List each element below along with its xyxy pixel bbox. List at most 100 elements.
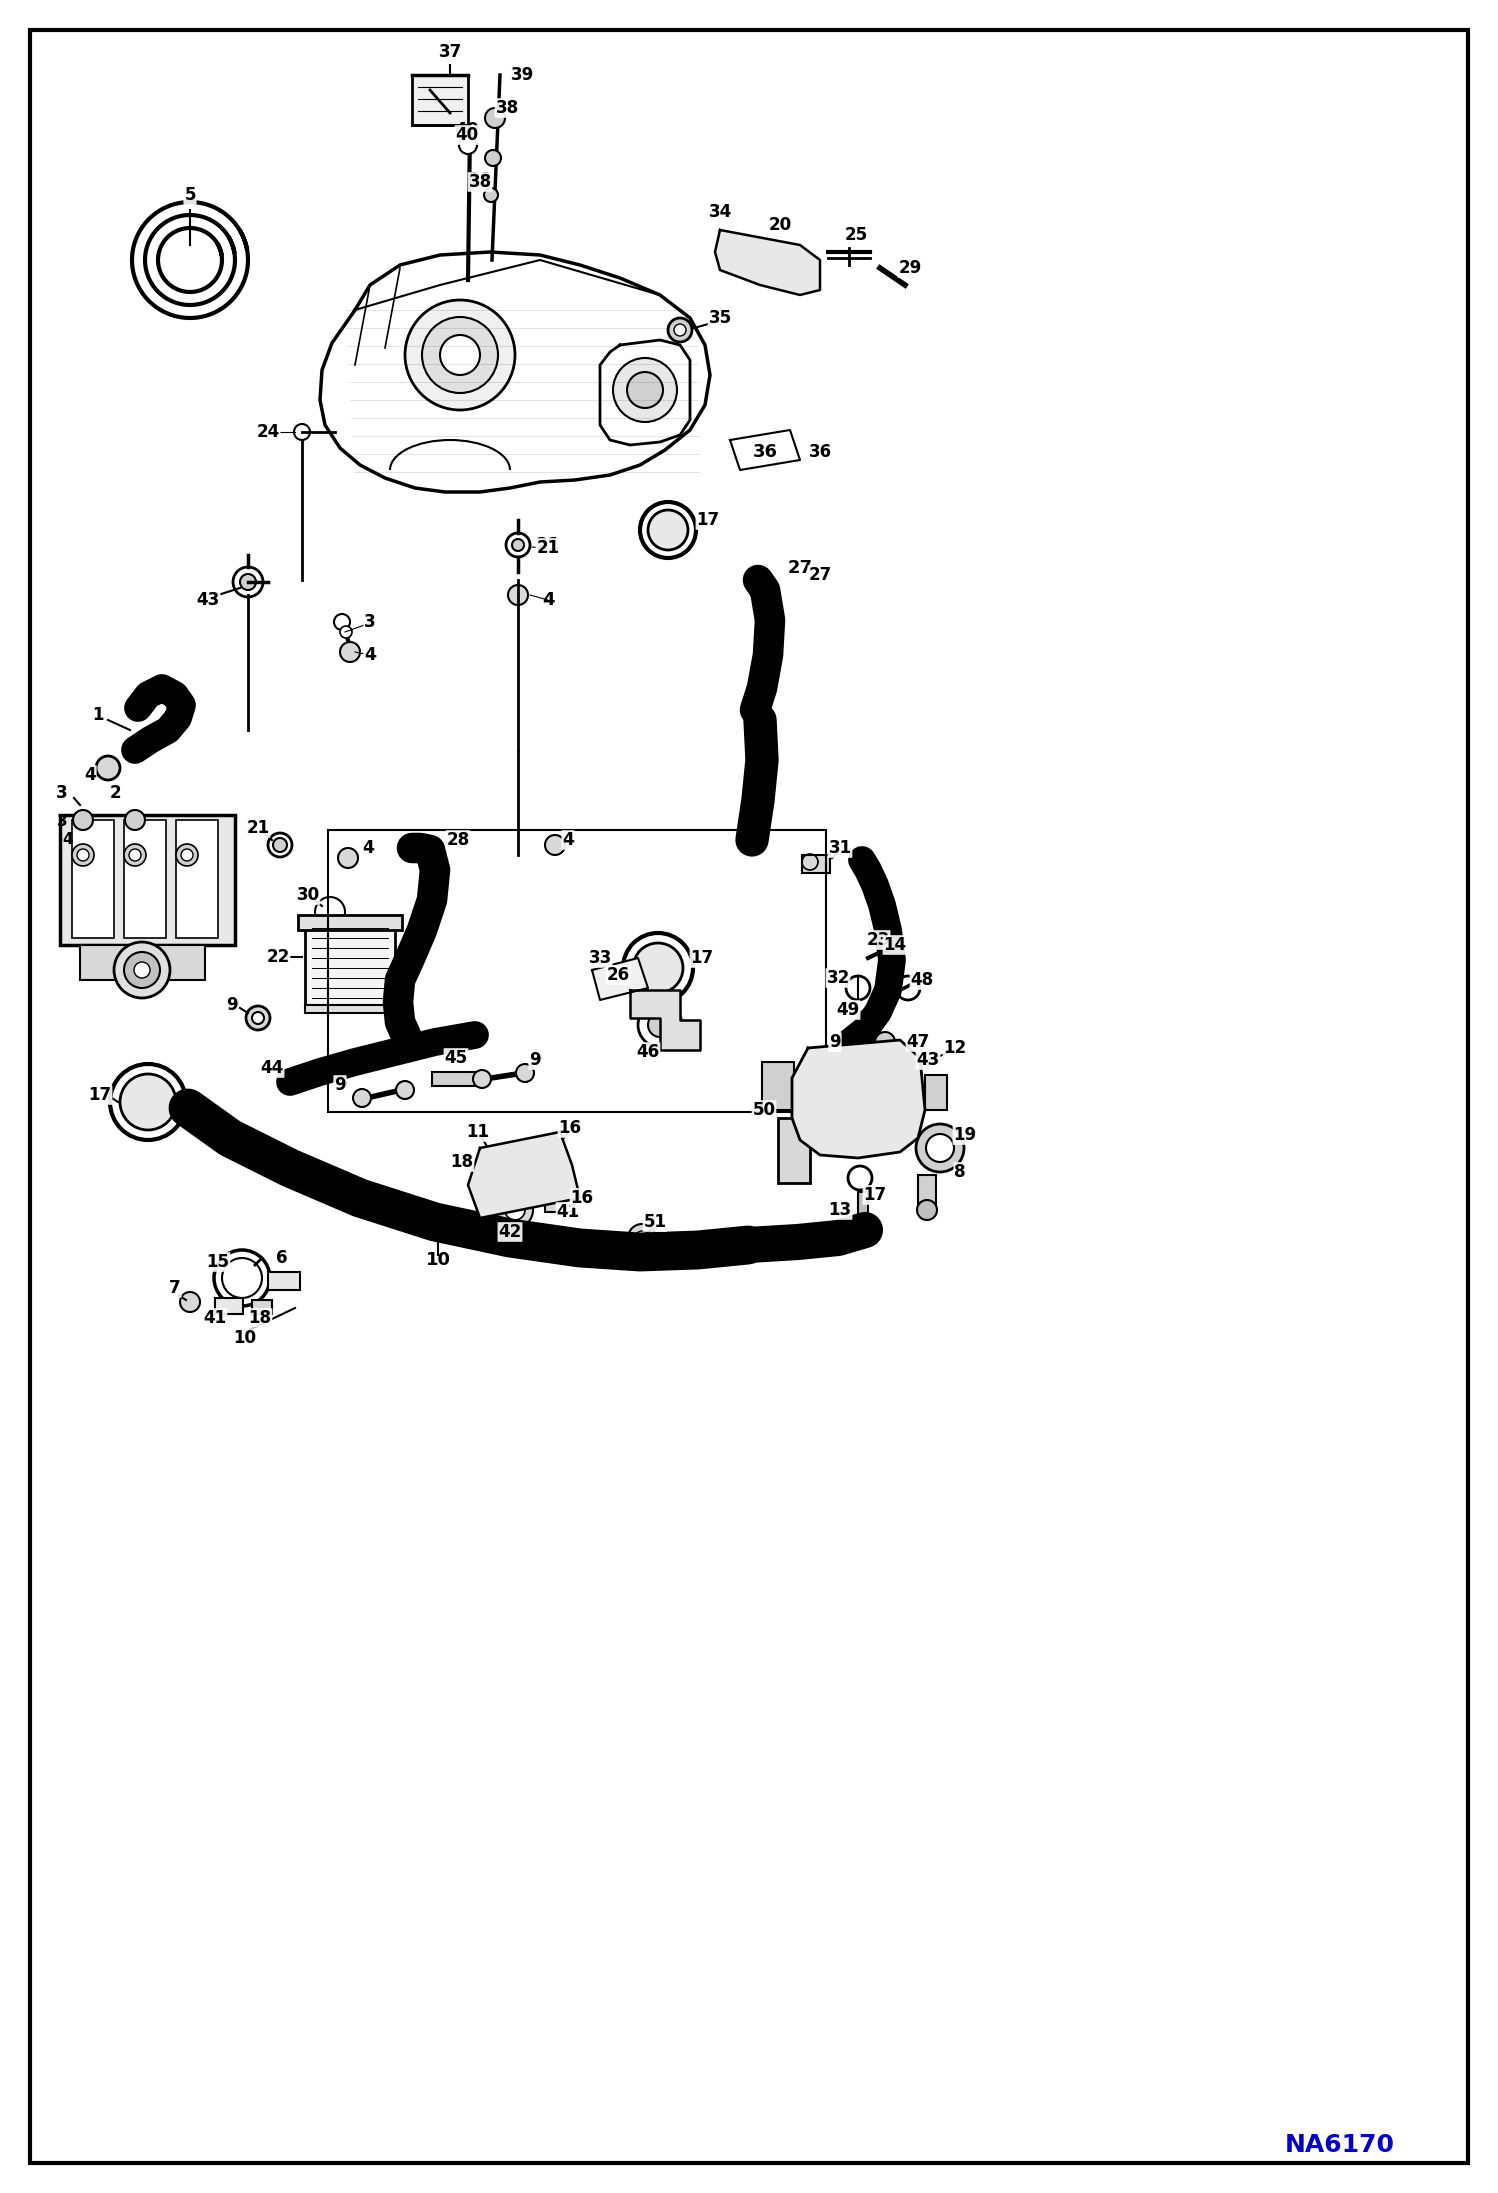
Bar <box>175 820 219 939</box>
Text: 9: 9 <box>226 996 238 1013</box>
Text: 43: 43 <box>917 1050 939 1068</box>
Text: 4: 4 <box>363 840 374 857</box>
Circle shape <box>875 1033 894 1053</box>
Text: 31: 31 <box>827 840 852 857</box>
Circle shape <box>175 844 198 866</box>
Text: 5: 5 <box>184 186 196 204</box>
Text: 3: 3 <box>55 785 69 803</box>
Text: 5: 5 <box>184 186 196 204</box>
Circle shape <box>73 809 93 829</box>
Text: 11: 11 <box>466 1123 490 1140</box>
Text: 38: 38 <box>467 171 493 189</box>
Bar <box>306 1004 395 1013</box>
Circle shape <box>515 1064 533 1081</box>
Polygon shape <box>321 252 710 491</box>
Circle shape <box>72 844 94 866</box>
Text: 14: 14 <box>884 936 906 954</box>
Text: 18: 18 <box>449 1154 475 1171</box>
Circle shape <box>917 1200 938 1219</box>
Circle shape <box>133 963 150 978</box>
Text: 41: 41 <box>204 1309 226 1327</box>
Text: 1: 1 <box>93 706 103 724</box>
Circle shape <box>473 1070 491 1088</box>
Text: 37: 37 <box>437 44 463 61</box>
Text: 31: 31 <box>828 840 851 857</box>
Circle shape <box>635 1230 649 1246</box>
Text: 21: 21 <box>247 818 270 838</box>
Circle shape <box>532 1147 548 1162</box>
Text: 9: 9 <box>529 1050 541 1068</box>
Text: 20: 20 <box>767 215 792 235</box>
Text: 25: 25 <box>843 226 869 243</box>
Circle shape <box>395 1081 413 1099</box>
Circle shape <box>753 254 770 270</box>
Text: 22: 22 <box>267 947 289 965</box>
Text: 4: 4 <box>84 765 96 785</box>
Text: 46: 46 <box>635 1044 661 1061</box>
Circle shape <box>485 107 505 127</box>
Text: 4: 4 <box>364 647 376 664</box>
Circle shape <box>733 250 748 265</box>
Bar <box>124 820 166 939</box>
Text: 50: 50 <box>752 1101 776 1118</box>
Text: 15: 15 <box>207 1252 229 1272</box>
Circle shape <box>638 1002 682 1046</box>
Bar <box>60 816 235 945</box>
Circle shape <box>500 1149 515 1167</box>
Text: 4: 4 <box>562 831 574 849</box>
Text: 51: 51 <box>644 1213 667 1230</box>
Text: 19: 19 <box>953 1125 977 1145</box>
Text: 41: 41 <box>556 1204 581 1222</box>
Circle shape <box>497 1193 533 1228</box>
Polygon shape <box>592 958 649 1000</box>
Circle shape <box>340 625 352 638</box>
Text: 18: 18 <box>451 1154 473 1171</box>
Circle shape <box>852 1048 864 1061</box>
Circle shape <box>129 849 141 862</box>
Text: 9: 9 <box>334 1077 346 1094</box>
Text: 14: 14 <box>882 936 908 954</box>
Circle shape <box>268 833 292 857</box>
Text: 24: 24 <box>256 423 280 441</box>
Text: 46: 46 <box>637 1044 659 1061</box>
Text: 40: 40 <box>455 125 478 145</box>
Text: 21: 21 <box>535 535 560 555</box>
Text: 4: 4 <box>542 590 554 610</box>
Text: 15: 15 <box>205 1252 231 1272</box>
Text: 13: 13 <box>828 1202 851 1219</box>
Text: 36: 36 <box>809 443 831 461</box>
Text: 16: 16 <box>569 1189 595 1206</box>
Circle shape <box>508 586 527 605</box>
Text: 7: 7 <box>169 1279 181 1296</box>
Text: 47: 47 <box>905 1033 930 1050</box>
Text: 45: 45 <box>443 1048 469 1068</box>
Text: 44: 44 <box>259 1059 285 1077</box>
Text: 16: 16 <box>557 1118 583 1136</box>
Text: 32: 32 <box>825 969 851 987</box>
Circle shape <box>506 533 530 557</box>
Text: 3: 3 <box>364 614 376 632</box>
Text: 6: 6 <box>276 1250 288 1268</box>
Circle shape <box>674 325 686 336</box>
Text: 24: 24 <box>256 423 280 441</box>
Bar <box>431 1072 479 1086</box>
Text: 22: 22 <box>265 947 291 965</box>
Text: 35: 35 <box>707 309 733 327</box>
Circle shape <box>484 189 497 202</box>
Text: 17: 17 <box>691 950 713 967</box>
Text: 43: 43 <box>196 590 220 610</box>
Circle shape <box>124 844 145 866</box>
Text: 17: 17 <box>697 511 719 529</box>
Bar <box>762 1061 794 1110</box>
Text: 47: 47 <box>906 1033 930 1050</box>
Text: 23: 23 <box>866 932 890 950</box>
Circle shape <box>422 318 497 393</box>
Bar <box>924 1075 947 1110</box>
Bar <box>298 914 401 930</box>
Circle shape <box>315 897 345 928</box>
Text: 33: 33 <box>587 950 613 967</box>
Bar <box>545 1189 574 1213</box>
Text: 9: 9 <box>830 1033 840 1050</box>
Circle shape <box>458 136 476 154</box>
Text: 4: 4 <box>562 831 574 849</box>
